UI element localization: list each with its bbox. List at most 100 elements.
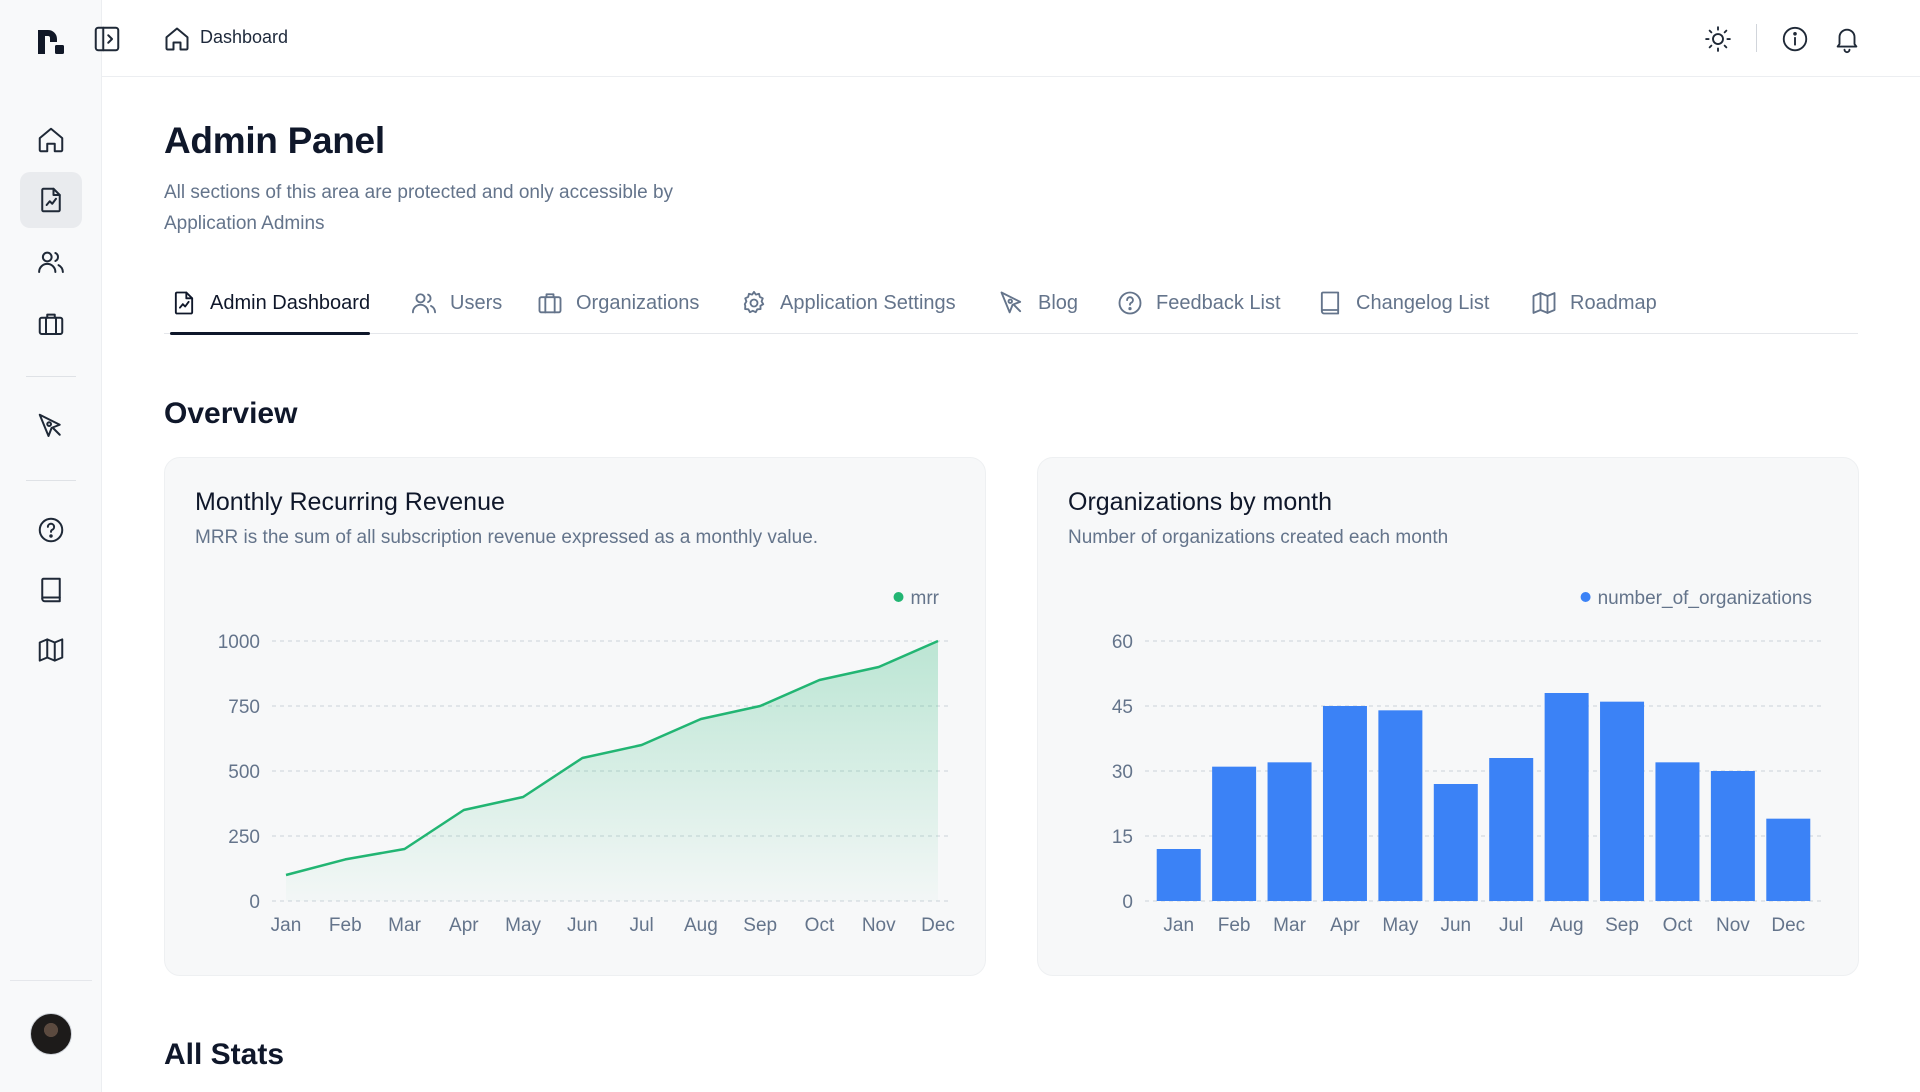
chart-subtitle: Number of organizations created each mon… <box>1068 527 1449 548</box>
tab-label: Application Settings <box>780 291 956 314</box>
legend-label: mrr <box>911 588 940 609</box>
tab-application-settings[interactable]: Application Settings <box>740 272 956 334</box>
book-icon <box>1320 291 1340 315</box>
tab-users[interactable]: Users <box>410 272 502 334</box>
x-tick-label: Oct <box>1663 915 1693 936</box>
tab-feedback-list[interactable]: Feedback List <box>1116 272 1281 334</box>
tab-blog[interactable]: Blog <box>998 272 1078 334</box>
user-avatar[interactable] <box>30 1013 72 1055</box>
bar <box>1766 818 1811 901</box>
tab-label: Roadmap <box>1570 291 1657 314</box>
organizations-chart-card: Organizations by month Number of organiz… <box>1037 457 1859 976</box>
x-tick-label: Dec <box>1771 915 1805 936</box>
bar <box>1267 762 1312 901</box>
tab-label: Organizations <box>576 291 700 314</box>
x-tick-label: May <box>505 915 541 936</box>
tab-changelog-list[interactable]: Changelog List <box>1316 272 1489 334</box>
sidebar-item-feedback[interactable] <box>20 502 82 558</box>
mrr-area-chart: 0 250 500 750 1000 Jan Feb Mar Apr May Jun Jul Aug Se… <box>218 588 955 936</box>
x-tick-label: Jan <box>1163 915 1194 936</box>
tab-label: Admin Dashboard <box>210 291 371 314</box>
y-tick-label: 0 <box>1122 892 1133 913</box>
sidebar-divider <box>26 480 76 481</box>
breadcrumb-current[interactable]: Dashboard <box>200 27 289 47</box>
y-tick-label: 1000 <box>218 632 260 653</box>
x-tick-label: Nov <box>1716 915 1750 936</box>
x-tick-label: Feb <box>329 915 362 936</box>
bar <box>1378 710 1423 901</box>
bar <box>1322 706 1367 901</box>
sidebar-item-changelog[interactable] <box>20 562 82 618</box>
sidebar-item-blog[interactable] <box>20 398 82 454</box>
pen-tool-icon <box>1000 291 1022 314</box>
bar <box>1544 693 1589 901</box>
bar <box>1433 784 1478 901</box>
bar <box>1489 758 1534 901</box>
x-tick-label: Dec <box>921 915 955 936</box>
users-icon <box>411 293 437 314</box>
sidebar-divider <box>10 980 92 981</box>
pen-tool-icon <box>38 413 61 437</box>
sidebar-item-home[interactable] <box>20 112 82 168</box>
book-icon <box>41 577 61 603</box>
tab-admin-dashboard[interactable]: Admin Dashboard <box>170 272 371 335</box>
x-tick-label: Jun <box>567 915 598 936</box>
legend-swatch <box>893 592 904 602</box>
theme-toggle-sun-icon[interactable] <box>1703 24 1733 54</box>
x-tick-label: May <box>1382 915 1418 936</box>
y-tick-label: 0 <box>249 892 260 913</box>
sidebar-item-organizations[interactable] <box>20 296 82 352</box>
x-tick-label: Jan <box>271 915 302 936</box>
bar <box>1212 766 1257 901</box>
app-logo-icon[interactable] <box>36 26 66 56</box>
report-icon <box>174 291 194 315</box>
mrr-area <box>286 641 938 901</box>
x-tick-label: Aug <box>684 915 718 936</box>
all-stats-heading: All Stats <box>164 1038 285 1071</box>
map-icon <box>38 638 64 662</box>
x-tick-label: Feb <box>1218 915 1251 936</box>
tab-label: Feedback List <box>1156 291 1281 314</box>
page-title: Admin Panel <box>164 120 385 161</box>
home-icon <box>38 127 64 153</box>
chart-subtitle: MRR is the sum of all subscription reven… <box>195 527 819 548</box>
sidebar-item-users[interactable] <box>20 234 82 290</box>
y-tick-label: 60 <box>1112 632 1133 653</box>
x-tick-label: Mar <box>1273 915 1306 936</box>
sidebar-toggle-icon[interactable] <box>92 24 122 54</box>
x-tick-label: Apr <box>449 915 479 936</box>
x-tick-label: Jul <box>629 915 653 936</box>
notification-bell-icon[interactable] <box>1832 24 1862 54</box>
chart-title: Monthly Recurring Revenue <box>195 488 505 516</box>
tab-organizations[interactable]: Organizations <box>536 272 699 334</box>
gear-icon <box>743 290 765 314</box>
mrr-line <box>285 639 939 877</box>
x-tick-label: Nov <box>862 915 896 936</box>
sidebar-divider <box>26 376 76 377</box>
y-tick-label: 30 <box>1112 762 1133 783</box>
sidebar-item-admin-dashboard[interactable] <box>20 172 82 228</box>
users-icon <box>38 251 64 273</box>
report-icon <box>41 187 61 213</box>
sidebar-item-roadmap[interactable] <box>20 622 82 678</box>
y-tick-label: 500 <box>228 762 260 783</box>
x-tick-label: Aug <box>1550 915 1584 936</box>
map-icon <box>1532 292 1556 314</box>
overview-heading: Overview <box>164 397 298 430</box>
tab-label: Changelog List <box>1356 291 1490 314</box>
breadcrumb-home-icon[interactable] <box>163 25 191 53</box>
x-tick-label: Jun <box>1440 915 1471 936</box>
topbar-divider <box>1756 24 1757 52</box>
help-circle-icon <box>38 517 64 543</box>
x-tick-label: Jul <box>1499 915 1523 936</box>
tab-roadmap[interactable]: Roadmap <box>1530 272 1657 334</box>
top-bar <box>102 0 1920 77</box>
briefcase-icon <box>538 293 562 314</box>
tab-label: Users <box>450 291 503 314</box>
chart-title: Organizations by month <box>1068 488 1333 516</box>
info-icon[interactable] <box>1780 24 1810 54</box>
organizations-bar-chart: 0 15 30 45 60 Jan Feb Mar Apr May Jun Jul Aug Sep Oct N… <box>1112 588 1822 936</box>
y-tick-label: 15 <box>1112 827 1133 848</box>
briefcase-icon <box>38 313 64 335</box>
x-tick-label: Sep <box>743 915 777 936</box>
